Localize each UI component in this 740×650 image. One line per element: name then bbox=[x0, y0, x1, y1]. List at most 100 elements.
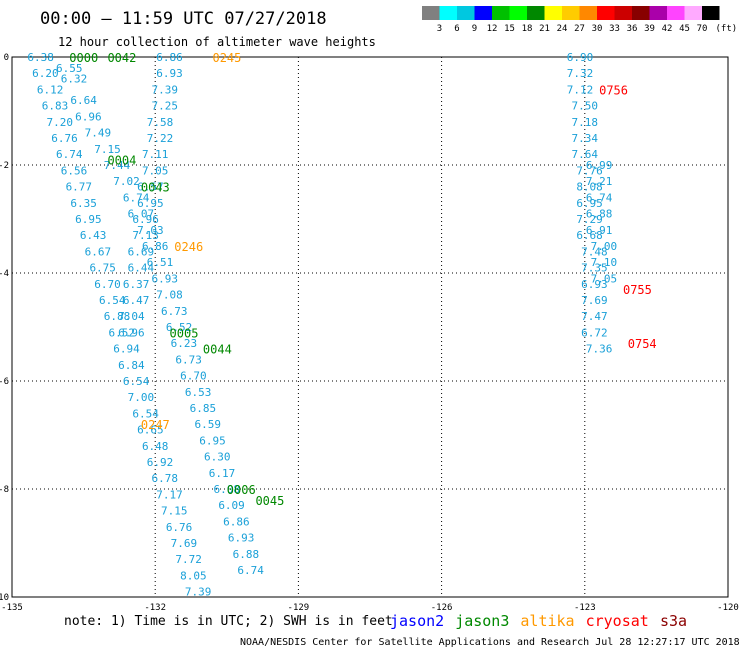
wave-height-value: 7.00 bbox=[128, 391, 155, 404]
wave-height-value: 6.90 bbox=[567, 51, 594, 64]
wave-height-value: 6.51 bbox=[147, 256, 174, 269]
x-tick-label: -129 bbox=[288, 603, 310, 613]
wave-height-value: 6.23 bbox=[171, 337, 198, 350]
satellite-jason2: jason2 bbox=[390, 612, 444, 630]
legend-swatch bbox=[474, 6, 492, 20]
wave-height-value: 6.99 bbox=[586, 159, 613, 172]
pass-time-label: 0247 bbox=[141, 418, 170, 432]
axis-ticks: -135 -132 -129 -126 -123 -120 0 -2 -4 -6 -8 -10 bbox=[0, 53, 739, 613]
wave-height-value: 7.04 bbox=[118, 310, 145, 323]
satellite-legend: jason2 jason3 altika cryosat s3a bbox=[390, 612, 687, 630]
legend-label: 15 bbox=[504, 24, 515, 34]
wave-height-value: 7.69 bbox=[581, 294, 608, 307]
wave-height-value: 6.38 bbox=[27, 51, 54, 64]
legend-label: 18 bbox=[522, 24, 533, 34]
wave-height-value: 7.05 bbox=[591, 272, 618, 285]
wave-height-value: 6.83 bbox=[42, 100, 69, 113]
wave-height-value: 6.55 bbox=[56, 62, 83, 75]
legend-swatch bbox=[562, 6, 580, 20]
pass-time-label: 0045 bbox=[255, 494, 284, 508]
x-tick-label: -123 bbox=[574, 603, 596, 613]
wave-height-value: 6.64 bbox=[70, 94, 97, 107]
wave-height-value: 6.32 bbox=[61, 73, 88, 86]
y-tick-label: -8 bbox=[0, 485, 9, 495]
wave-height-value: 6.86 bbox=[223, 515, 250, 528]
pass-time-label: 0754 bbox=[628, 337, 657, 351]
legend-label: 21 bbox=[539, 24, 550, 34]
pass-time-label: 0004 bbox=[107, 154, 136, 168]
pass-time-label: 0006 bbox=[227, 483, 256, 497]
wave-height-value: 6.96 bbox=[75, 110, 102, 123]
legend-swatch bbox=[702, 6, 720, 20]
legend-swatch bbox=[457, 6, 475, 20]
wave-height-value: 6.59 bbox=[194, 418, 221, 431]
satellite-s3a: s3a bbox=[660, 612, 687, 630]
color-scale-legend: 3 6 9 12 15 18 21 24 27 30 33 36 39 42 45 70 (ft) bbox=[422, 6, 737, 34]
legend-swatch bbox=[422, 6, 440, 20]
wave-height-value: 6.67 bbox=[85, 245, 112, 258]
y-tick-label: 0 bbox=[4, 53, 9, 63]
wave-height-value: 6.30 bbox=[204, 451, 231, 464]
y-tick-label: -2 bbox=[0, 161, 9, 171]
wave-height-value: 6.86 bbox=[142, 240, 169, 253]
x-tick-label: -135 bbox=[1, 603, 23, 613]
wave-height-value: 6.88 bbox=[586, 208, 613, 221]
legend-swatch bbox=[667, 6, 685, 20]
observations: 6.38 6.20 6.12 6.83 7.20 6.76 6.74 6.56 6.77 6.35… bbox=[27, 51, 617, 599]
x-tick-label: -120 bbox=[717, 603, 739, 613]
pass-time-label: 0000 bbox=[69, 51, 98, 65]
wave-height-value: 7.03 bbox=[137, 224, 164, 237]
x-tick-label: -126 bbox=[431, 603, 453, 613]
wave-height-value: 7.20 bbox=[46, 116, 73, 129]
footer-note: note: 1) Time is in UTC; 2) SWH is in fe… bbox=[64, 614, 393, 629]
legend-label: 70 bbox=[697, 24, 708, 34]
wave-height-value: 6.48 bbox=[142, 440, 169, 453]
wave-height-value: 6.54 bbox=[123, 375, 150, 388]
wave-height-value: 7.47 bbox=[581, 310, 608, 323]
wave-height-value: 7.76 bbox=[576, 164, 603, 177]
wave-height-value: 6.96 bbox=[118, 326, 145, 339]
plot-frame bbox=[11, 56, 729, 598]
wave-height-value: 6.52 bbox=[166, 321, 193, 334]
wave-height-value: 6.70 bbox=[94, 278, 121, 291]
wave-height-value: 6.93 bbox=[228, 532, 255, 545]
legend-swatch bbox=[439, 6, 457, 20]
legend-swatch bbox=[509, 6, 527, 20]
wave-height-value: 7.49 bbox=[85, 127, 112, 140]
legend-label: 24 bbox=[557, 24, 568, 34]
wave-height-value: 7.69 bbox=[171, 537, 198, 550]
wave-height-value: 6.76 bbox=[51, 132, 78, 145]
wave-height-value: 6.12 bbox=[37, 83, 64, 96]
wave-height-value: 7.15 bbox=[94, 143, 121, 156]
wave-height-value: 6.70 bbox=[180, 370, 207, 383]
y-tick-label: -4 bbox=[0, 269, 9, 279]
wave-height-value: 7.05 bbox=[142, 164, 169, 177]
chart-title: 00:00 – 11:59 UTC 07/27/2018 bbox=[40, 9, 327, 29]
legend-label: 42 bbox=[662, 24, 673, 34]
wave-height-value: 6.20 bbox=[32, 67, 59, 80]
legend-label: 12 bbox=[487, 24, 498, 34]
wave-height-value: 7.18 bbox=[572, 116, 599, 129]
wave-height-value: 7.58 bbox=[147, 116, 174, 129]
wave-height-value: 7.15 bbox=[161, 505, 188, 518]
grid-lines bbox=[12, 57, 728, 597]
wave-height-value: 6.73 bbox=[175, 353, 202, 366]
legend-swatch bbox=[579, 6, 597, 20]
legend-label: 33 bbox=[609, 24, 620, 34]
wave-height-value: 6.95 bbox=[199, 434, 226, 447]
wave-height-value: 6.54 bbox=[99, 294, 126, 307]
legend-swatch bbox=[632, 6, 650, 20]
satellite-cryosat: cryosat bbox=[586, 612, 649, 630]
wave-height-value: 6.72 bbox=[581, 326, 608, 339]
wave-height-value: 6.95 bbox=[137, 197, 164, 210]
wave-height-value: 7.34 bbox=[572, 132, 599, 145]
chart-subtitle: 12 hour collection of altimeter wave hei… bbox=[58, 35, 376, 49]
pass-time-label: 0042 bbox=[107, 51, 136, 65]
wave-height-value: 6.78 bbox=[151, 472, 178, 485]
legend-swatch bbox=[492, 6, 510, 20]
wave-height-value: 7.00 bbox=[591, 240, 618, 253]
wave-height-value: 6.77 bbox=[66, 181, 93, 194]
wave-height-value: 7.64 bbox=[572, 148, 599, 161]
wave-height-value: 6.88 bbox=[233, 548, 260, 561]
wave-height-value: 6.85 bbox=[190, 402, 217, 415]
